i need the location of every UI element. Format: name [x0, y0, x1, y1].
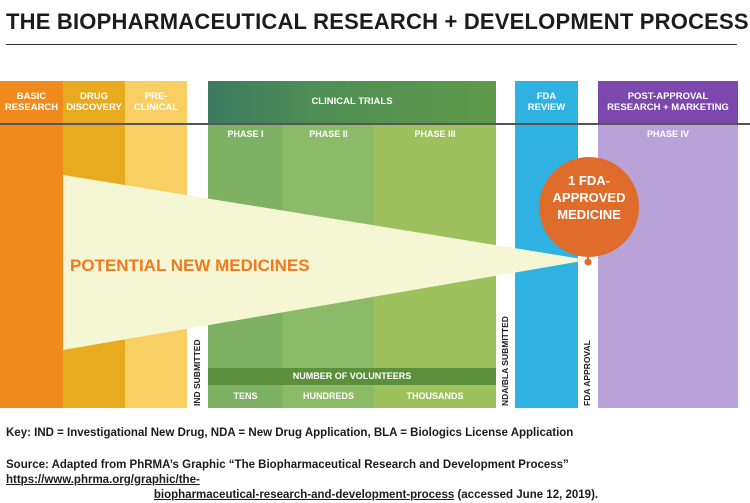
volunteers-phase-2: HUNDREDS: [302, 391, 354, 401]
funnel-label: POTENTIAL NEW MEDICINES: [70, 256, 310, 275]
source-suffix: (accessed June 12, 2019).: [457, 489, 599, 501]
approved-medicine-circle: [539, 157, 639, 257]
volunteers-phase-1: TENS: [233, 391, 258, 401]
source-text: Source: Adapted from PhRMA’s Graphic “Th…: [6, 458, 746, 503]
nda-submitted-label: NDA/BLA SUBMITTED: [500, 316, 510, 406]
fda-approval-label: FDA APPROVAL: [582, 340, 592, 406]
phase-3-label: PHASE III: [414, 129, 456, 139]
phase-4-label: PHASE IV: [646, 129, 689, 139]
stage-post-approval: POST-APPROVAL RESEARCH + MARKETING: [607, 91, 729, 113]
volunteers-bar: [208, 368, 496, 385]
stage-drug-discovery: DRUG DISCOVERY: [66, 91, 122, 113]
volunteers-label: NUMBER OF VOLUNTEERS: [292, 371, 412, 381]
approval-connector-dot: [584, 258, 592, 266]
stage-fda-review: FDA REVIEW: [527, 91, 566, 113]
page-title: THE BIOPHARMACEUTICAL RESEARCH + DEVELOP…: [6, 9, 749, 34]
phase-2-label: PHASE II: [309, 129, 348, 139]
stage-pre-clinical: PRE- CLINICAL: [133, 91, 179, 113]
ind-submitted-label: IND SUBMITTED: [192, 339, 202, 406]
title-rule: [6, 44, 737, 45]
source-link-part-2[interactable]: biopharmaceutical-research-and-developme…: [153, 489, 455, 501]
basic-research-band: [0, 81, 63, 408]
source-prefix: Source: Adapted from PhRMA’s Graphic “Th…: [6, 459, 569, 471]
post-approval-header-band: [598, 81, 738, 123]
header-divider: [0, 123, 750, 125]
clinical-header-band: [208, 81, 496, 123]
phase-1-label: PHASE I: [227, 129, 264, 139]
key-text: Key: IND = Investigational New Drug, NDA…: [6, 427, 574, 439]
volunteers-phase-3: THOUSANDS: [406, 391, 464, 401]
stage-clinical-trials: CLINICAL TRIALS: [311, 96, 393, 107]
source-link-part-1[interactable]: https://www.phrma.org/graphic/the-: [6, 474, 200, 486]
approved-medicine-label: 1 FDA- APPROVED MEDICINE: [552, 173, 626, 222]
stage-basic-research: BASIC RESEARCH: [4, 91, 59, 113]
funnel-shape: [63, 175, 588, 350]
